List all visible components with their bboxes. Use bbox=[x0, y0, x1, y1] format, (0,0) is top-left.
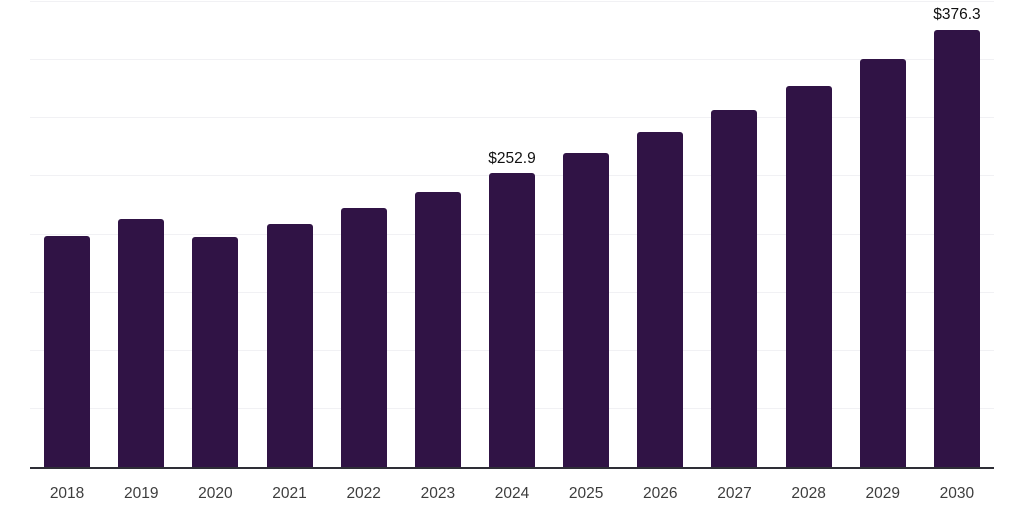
bar-2018 bbox=[44, 235, 91, 467]
data-label-2024: $252.9 bbox=[488, 149, 536, 167]
bar-2027 bbox=[711, 110, 758, 467]
bar-2024 bbox=[489, 173, 535, 467]
plot-area: $252.9 $376.3 bbox=[30, 1, 994, 469]
x-tick-2022: 2022 bbox=[346, 485, 381, 502]
bar-2021 bbox=[266, 224, 313, 467]
x-tick-2030: 2030 bbox=[939, 485, 975, 502]
bar-2019 bbox=[118, 219, 165, 467]
bar-2020 bbox=[192, 236, 239, 467]
x-tick-2029: 2029 bbox=[865, 485, 900, 502]
data-label-2030: $376.3 bbox=[933, 6, 981, 24]
x-tick-2020: 2020 bbox=[198, 485, 233, 502]
bar-2029 bbox=[859, 58, 906, 467]
bar-2025 bbox=[563, 153, 610, 467]
x-tick-2025: 2025 bbox=[568, 485, 604, 502]
x-tick-2021: 2021 bbox=[272, 485, 307, 502]
gridline bbox=[30, 1, 994, 2]
x-tick-2024: 2024 bbox=[494, 485, 530, 502]
x-axis: 2018 2019 2020 2021 2022 2023 2024 2025 2026 2027… bbox=[30, 483, 994, 505]
x-tick-2019: 2019 bbox=[123, 485, 159, 502]
bar-2026 bbox=[637, 132, 684, 467]
bar-2030 bbox=[933, 29, 980, 467]
gridline bbox=[30, 117, 994, 119]
gridline bbox=[30, 59, 994, 61]
bar-2022 bbox=[340, 207, 387, 467]
x-tick-2028: 2028 bbox=[791, 485, 826, 502]
x-tick-2026: 2026 bbox=[643, 485, 678, 502]
x-tick-2027: 2027 bbox=[717, 485, 752, 502]
bar-2028 bbox=[785, 85, 832, 467]
x-tick-2023: 2023 bbox=[420, 485, 456, 502]
x-tick-2018: 2018 bbox=[49, 485, 85, 502]
bar-2023 bbox=[414, 191, 461, 467]
